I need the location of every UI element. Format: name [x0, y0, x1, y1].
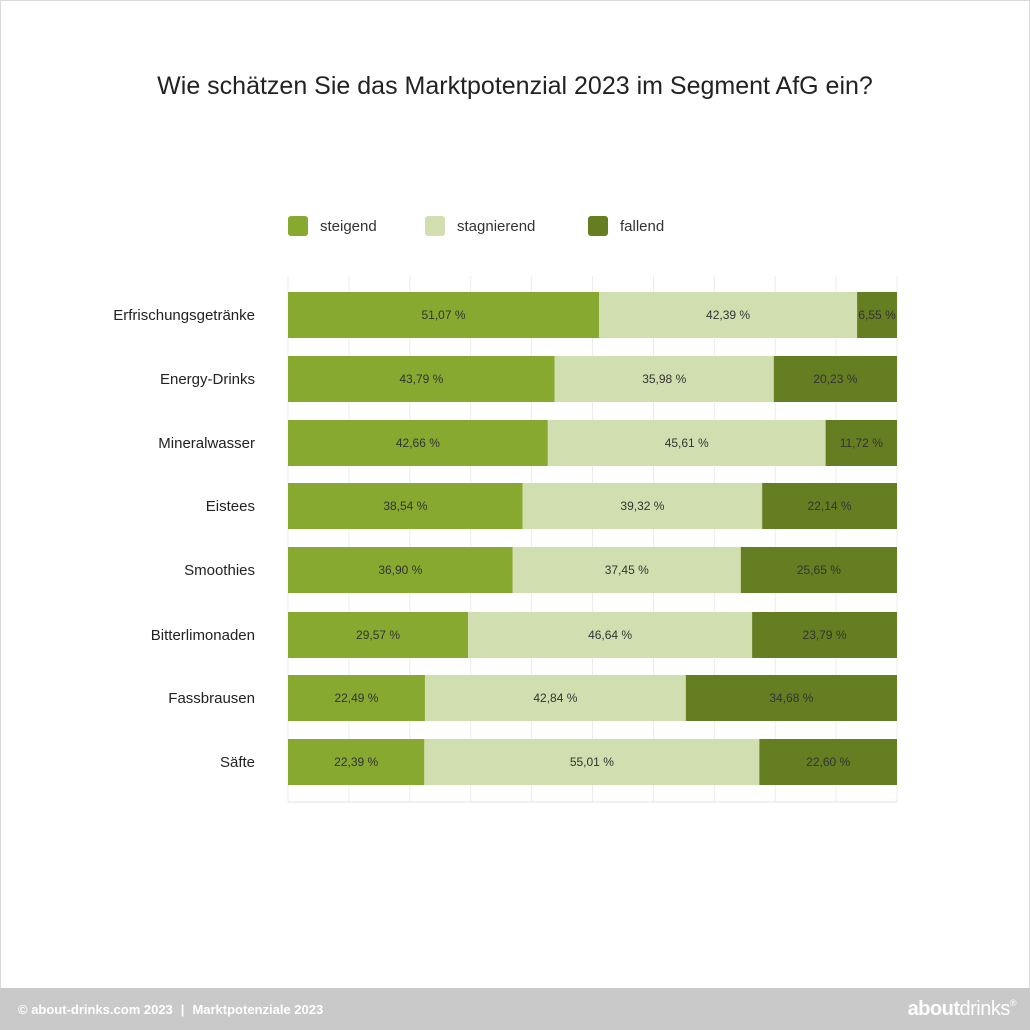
chart-legend: steigend stagnierend fallend — [0, 216, 1030, 240]
bar-segment — [857, 292, 897, 338]
bar-segment — [759, 739, 897, 785]
bar-segment — [825, 420, 897, 466]
chart-title: Wie schätzen Sie das Marktpotenzial 2023… — [157, 72, 873, 100]
bar-segment — [762, 483, 897, 529]
bar-value-label: 35,98 % — [642, 372, 686, 386]
bar-value-label: 51,07 % — [421, 308, 465, 322]
bar-segment — [288, 612, 469, 658]
bar-segment — [468, 612, 753, 658]
bar-segment — [773, 356, 897, 402]
category-label: Bitterlimonaden — [151, 627, 255, 644]
legend-item-fallend: fallend — [588, 216, 664, 236]
bar-segment — [288, 675, 425, 721]
bar-value-label: 55,01 % — [570, 755, 614, 769]
bar-value-label: 29,57 % — [356, 628, 400, 642]
bar-value-label: 34,68 % — [769, 691, 813, 705]
bar-segment — [554, 356, 774, 402]
bar-value-label: 38,54 % — [383, 499, 427, 513]
category-label: Erfrischungsgetränke — [113, 307, 255, 324]
legend-swatch-fallend — [588, 216, 608, 236]
bar-value-label: 11,72 % — [840, 436, 883, 450]
bar-value-label: 36,90 % — [378, 563, 422, 577]
legend-label-steigend: steigend — [320, 217, 377, 235]
bar-value-label: 20,23 % — [813, 372, 857, 386]
aboutdrinks-logo: aboutdrinks® — [907, 997, 1017, 1021]
legend-item-steigend: steigend — [288, 216, 377, 236]
bar-segment — [424, 739, 760, 785]
bar-segment — [288, 292, 599, 338]
bar-segment — [752, 612, 897, 658]
category-label: Smoothies — [184, 562, 255, 579]
bar-value-label: 43,79 % — [399, 372, 443, 386]
bar-segment — [512, 547, 741, 593]
footer-separator: | — [180, 1001, 185, 1017]
bar-segment — [685, 675, 897, 721]
stacked-bar-chart: 51,07 % 42,39 % 6,55 % Erfrischungsgetränke… — [113, 276, 898, 803]
footer-subject: Marktpotenziale 2023 — [192, 1001, 324, 1017]
bar-segment — [288, 356, 555, 402]
bar-segment — [288, 483, 523, 529]
category-label: Energy-Drinks — [160, 371, 255, 388]
bar-value-label: 39,32 % — [620, 499, 664, 513]
bar-segment — [288, 420, 548, 466]
bar-segment — [288, 547, 513, 593]
bar-value-label: 42,39 % — [706, 308, 750, 322]
footer-copyright: © about-drinks.com 2023 — [18, 1001, 173, 1017]
category-label: Säfte — [220, 754, 255, 771]
bar-value-label: 22,14 % — [808, 499, 852, 513]
legend-item-stagnierend: stagnierend — [425, 216, 535, 236]
bar-value-label: 42,84 % — [533, 691, 577, 705]
bar-segment — [522, 483, 763, 529]
bar-value-label: 22,60 % — [806, 755, 850, 769]
legend-label-fallend: fallend — [620, 217, 665, 235]
footer-bar: © about-drinks.com 2023 | Marktpotenziale … — [0, 988, 1030, 1030]
bar-value-label: 42,66 % — [396, 436, 440, 450]
legend-swatch-steigend — [288, 216, 308, 236]
legend-label-stagnierend: stagnierend — [457, 217, 536, 235]
bar-value-label: 23,79 % — [803, 628, 847, 642]
bar-value-label: 22,39 % — [334, 755, 378, 769]
bar-value-label: 25,65 % — [797, 563, 841, 577]
footer-credit: © about-drinks.com 2023 | Marktpotenziale … — [18, 1002, 323, 1017]
logo-text-light: drinks — [959, 997, 1011, 1020]
category-label: Eistees — [206, 498, 255, 515]
bar-value-label: 6,55 % — [858, 308, 896, 322]
logo-text-bold: about — [907, 997, 960, 1020]
category-label: Fassbrausen — [168, 690, 255, 707]
bar-value-label: 22,49 % — [334, 691, 378, 705]
bar-value-label: 46,64 % — [588, 628, 632, 642]
legend-swatch-stagnierend — [425, 216, 445, 236]
bar-segment — [598, 292, 858, 338]
bar-value-label: 37,45 % — [605, 563, 649, 577]
category-label: Mineralwasser — [158, 435, 255, 452]
logo-registered-mark: ® — [1009, 997, 1017, 1008]
bar-segment — [547, 420, 826, 466]
bar-segment — [424, 675, 686, 721]
bar-value-label: 45,61 % — [665, 436, 709, 450]
bar-segment — [740, 547, 897, 593]
bar-segment — [288, 739, 425, 785]
